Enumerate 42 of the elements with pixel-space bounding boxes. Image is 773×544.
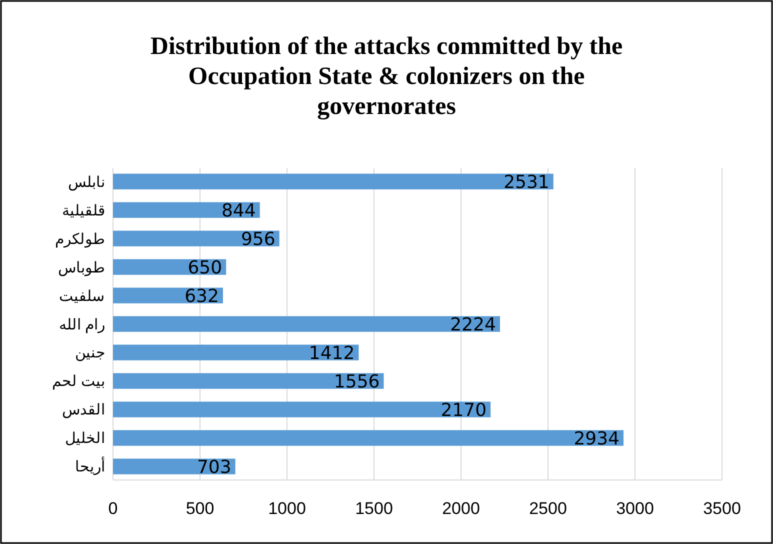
- y-tick-label: سلفيت: [59, 288, 105, 305]
- bar: [113, 458, 236, 474]
- bar: [113, 259, 226, 275]
- data-label: 956: [240, 229, 276, 250]
- y-tick-label: الخليل: [65, 430, 105, 448]
- data-label: 2224: [450, 314, 496, 336]
- data-label: 703: [196, 456, 232, 478]
- y-tick-label: طوباس: [58, 259, 105, 276]
- data-label: 2170: [440, 400, 487, 421]
- y-tick-label: جنين: [75, 344, 105, 362]
- y-tick-label: أريحا: [75, 456, 105, 476]
- data-label: 1412: [308, 342, 355, 364]
- data-label: 632: [184, 286, 219, 307]
- x-tick-label: 0: [108, 499, 118, 518]
- y-tick-label: القدس: [62, 402, 105, 419]
- data-label: 2531: [504, 172, 550, 194]
- data-label: 650: [188, 257, 222, 278]
- y-tick-label: قلقيلية: [62, 202, 105, 220]
- chart-title: Distribution of the attacks committed by the Occupation State & colonizers on the governorates: [150, 33, 623, 120]
- data-label: 844: [221, 200, 256, 222]
- x-tick-label: 1500: [355, 499, 393, 518]
- bar: [113, 288, 223, 304]
- data-label: 2934: [574, 428, 620, 450]
- x-tick-label: 1000: [268, 499, 306, 518]
- bar: [113, 174, 554, 190]
- bar: [113, 230, 280, 246]
- y-tick-label: رام الله: [58, 316, 105, 334]
- x-tick-label: 3500: [703, 499, 741, 518]
- bar: [113, 402, 491, 418]
- x-tick-label: 3000: [616, 499, 654, 518]
- bar: [113, 430, 624, 446]
- bar: [113, 202, 260, 218]
- bar: [113, 316, 500, 332]
- x-tick-label: 500: [186, 499, 214, 518]
- bar: [113, 373, 384, 389]
- y-tick-label: طولكرم: [55, 230, 105, 248]
- data-label: 1556: [334, 371, 380, 392]
- y-tick-label: بيت لحم: [52, 373, 105, 390]
- x-tick-label: 2000: [442, 499, 480, 518]
- x-tick-label: 2500: [529, 499, 567, 518]
- y-tick-label: نابلس: [68, 174, 105, 191]
- bar: [113, 344, 359, 360]
